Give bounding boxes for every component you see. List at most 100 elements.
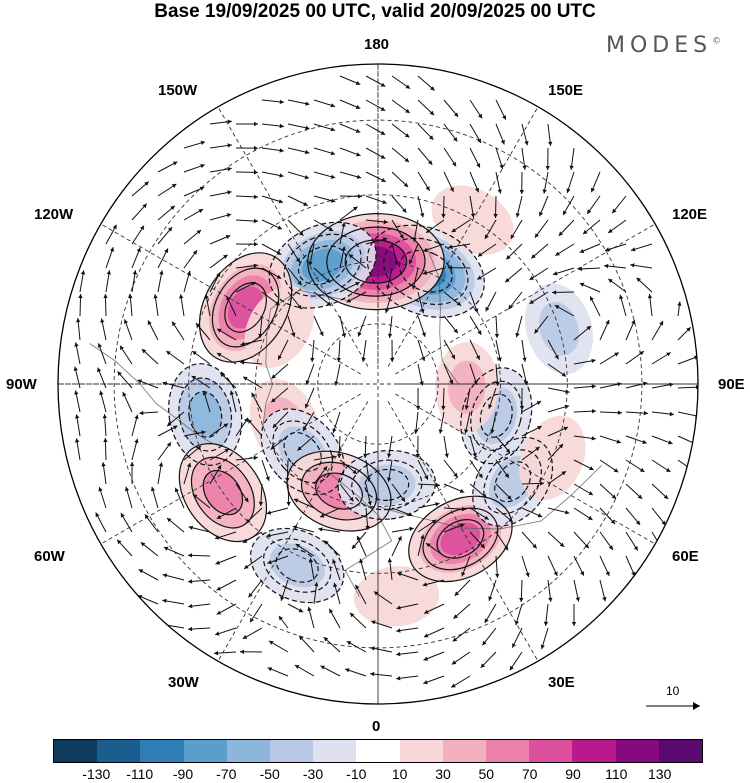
colorbar-segment [658, 740, 703, 762]
wind-arrow [339, 147, 361, 157]
wind-arrow [521, 481, 545, 486]
wind-arrow-head [320, 665, 325, 670]
anomaly-band [440, 522, 481, 556]
wind-arrow-head [120, 513, 125, 518]
wind-arrow [452, 627, 471, 642]
wind-arrow-head [500, 139, 505, 145]
colorbar-tick-label: 70 [521, 766, 538, 782]
wind-arrow-head [244, 497, 249, 503]
wind-arrow [677, 301, 682, 317]
wind-arrow-head [244, 564, 249, 569]
wind-arrow [261, 195, 284, 204]
wind-arrow [425, 542, 445, 557]
coastline [426, 248, 459, 385]
wind-arrow [268, 640, 289, 653]
wind-arrow [599, 483, 617, 500]
wind-arrow-head [167, 421, 172, 427]
wind-arrow-head [106, 270, 111, 275]
wind-arrow-head [548, 597, 553, 602]
wind-arrow-head [227, 119, 232, 124]
wind-arrow-head [665, 467, 671, 472]
wind-arrow-head [419, 381, 424, 386]
wind-arrow [320, 665, 341, 677]
contour-line [168, 363, 243, 466]
wind-arrow [242, 627, 263, 640]
wind-arrow [229, 390, 237, 413]
wind-arrow [417, 147, 433, 166]
wind-arrow [599, 507, 616, 525]
wind-arrow-head [188, 525, 193, 530]
wind-arrow-head [357, 332, 362, 337]
wind-arrow-head [386, 477, 392, 482]
wind-arrow [485, 291, 497, 312]
wind-arrow-head [170, 205, 175, 210]
wind-arrow-head [253, 194, 258, 200]
wind-arrow-head [305, 125, 310, 130]
wind-arrow [324, 540, 341, 557]
wind-arrow-head [341, 333, 346, 338]
wind-arrow [488, 579, 497, 602]
wind-arrow-head [166, 351, 171, 356]
wind-arrow [295, 543, 315, 557]
wind-arrow [511, 627, 523, 648]
wind-arrow-head [216, 610, 222, 615]
wind-arrow-head [227, 143, 232, 148]
wind-arrow-head [423, 247, 428, 252]
wind-arrow [573, 531, 590, 549]
wind-arrow-head [270, 445, 276, 450]
wind-arrow-head [140, 542, 146, 547]
wind-arrow-head [643, 381, 648, 386]
wind-arrow-head [204, 294, 209, 299]
wind-arrow [157, 441, 172, 461]
coastline [89, 343, 214, 445]
wind-arrow-head [278, 355, 282, 360]
wind-arrow [131, 247, 141, 269]
wind-arrow [396, 651, 419, 657]
wind-arrow [339, 222, 346, 245]
wind-arrow-head [278, 616, 283, 621]
wind-arrow-head [286, 501, 291, 506]
wind-arrow-head [586, 326, 591, 331]
wind-arrow-head [610, 519, 616, 524]
wind-arrow [285, 459, 290, 483]
wind-arrow [417, 363, 424, 386]
wind-arrow-head [558, 231, 564, 236]
meridian-line [387, 401, 539, 662]
wind-arrow-head [266, 533, 271, 538]
contour-line [275, 548, 319, 583]
wind-arrow [191, 375, 211, 389]
colorbar-tick-label: -50 [259, 766, 280, 782]
wind-arrow-head [413, 429, 419, 434]
wind-arrow-head [224, 449, 230, 453]
wind-arrow-head [352, 544, 357, 549]
wind-arrow [216, 328, 237, 341]
wind-arrow [521, 363, 529, 386]
wind-arrow-head [348, 254, 354, 259]
wind-arrow [334, 363, 341, 386]
wind-arrow-head [456, 301, 462, 306]
wind-arrow-head [265, 476, 270, 481]
wind-arrow [213, 651, 237, 656]
wind-arrow-head [200, 164, 205, 169]
wind-arrow [573, 459, 594, 471]
wind-arrow [339, 75, 361, 85]
wind-arrow-head [636, 277, 641, 282]
reference-vector-value: 10 [666, 684, 680, 698]
wind-arrow-head [536, 401, 542, 405]
contour-line [344, 239, 408, 284]
wind-arrow-head [522, 165, 527, 170]
wind-arrow-head [75, 414, 80, 419]
wind-arrow [490, 411, 497, 434]
wind-arrow [599, 531, 614, 551]
wind-arrow-head [635, 520, 641, 525]
wind-arrow-head [240, 341, 245, 347]
wind-arrow-head [422, 270, 428, 275]
wind-arrow-head [330, 151, 336, 156]
wind-arrow-head [253, 170, 258, 175]
wind-arrow [125, 486, 133, 509]
wind-arrow [365, 483, 372, 506]
wind-arrow [417, 534, 425, 557]
wind-arrow [344, 668, 367, 677]
contour-line [326, 226, 426, 297]
wind-arrow [450, 675, 471, 688]
